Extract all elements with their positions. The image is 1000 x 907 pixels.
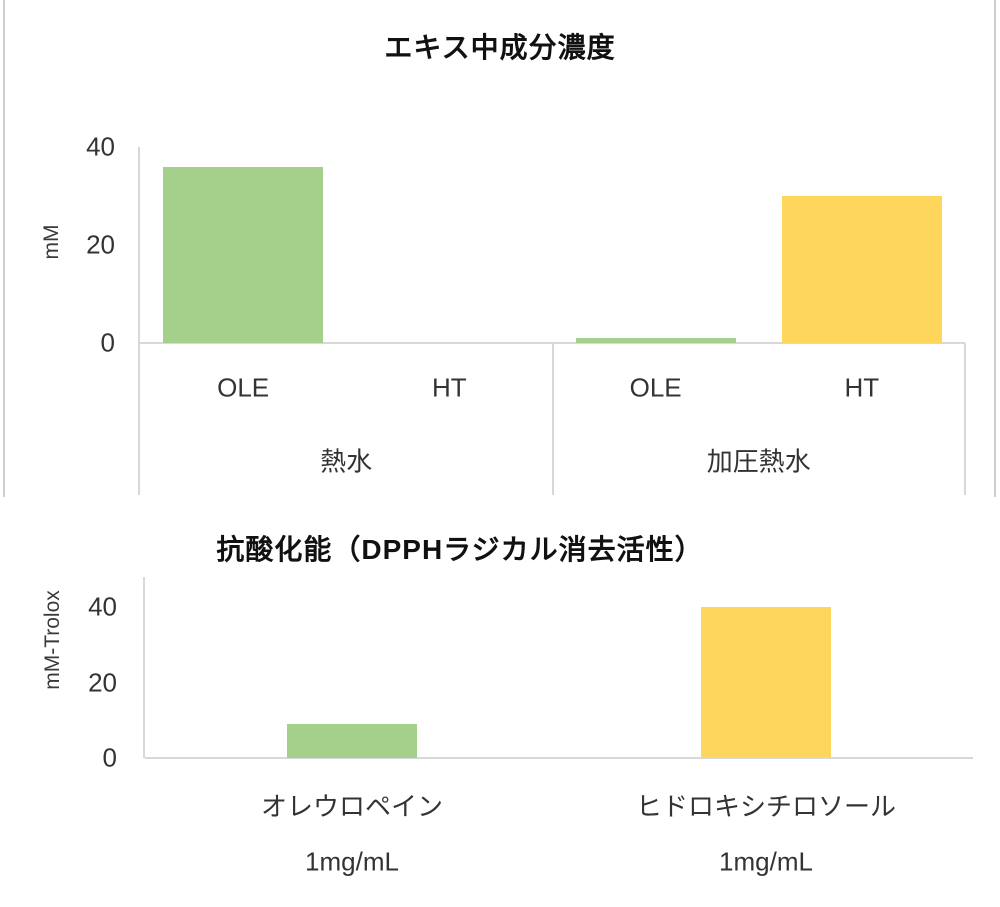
- category-separator: [964, 343, 966, 495]
- bar-OLE: [163, 166, 324, 343]
- category-label: オレウロペイン: [260, 791, 443, 822]
- bar-オレウロペイン: [287, 724, 417, 758]
- chart-title-extract-concentration: エキス中成分濃度: [384, 32, 616, 63]
- bar-ヒドロキシチロソール: [701, 607, 831, 758]
- top-chart-frame-left-border: [3, 0, 5, 497]
- category-label: OLE: [629, 372, 682, 403]
- chart-title-antioxidant-dpph: 抗酸化能（DPPHラジカル消去活性）: [216, 534, 704, 565]
- y-tick-label: 20: [88, 667, 117, 697]
- y-axis-line: [143, 577, 145, 758]
- category-label: ヒドロキシチロソール: [635, 791, 896, 822]
- top-chart-frame-right-border: [994, 0, 996, 497]
- group-label: 熱水: [320, 446, 373, 477]
- y-tick-label: 40: [88, 591, 117, 622]
- y-axis-line: [138, 147, 140, 495]
- category-label: OLE: [217, 372, 270, 403]
- y-tick-label: 40: [86, 131, 115, 162]
- group-label: 1mg/mL: [719, 846, 813, 877]
- y-tick-label: 20: [86, 229, 115, 260]
- bar-OLE: [575, 338, 736, 343]
- group-label: 1mg/mL: [305, 846, 399, 877]
- y-tick-label: 0: [102, 742, 117, 773]
- bar-HT: [781, 196, 942, 343]
- y-tick-label: 0: [100, 327, 115, 358]
- group-label: 加圧熱水: [706, 446, 811, 477]
- category-separator: [551, 343, 554, 495]
- x-axis-line: [145, 757, 973, 759]
- category-label: HT: [432, 372, 467, 403]
- category-label: HT: [844, 372, 880, 403]
